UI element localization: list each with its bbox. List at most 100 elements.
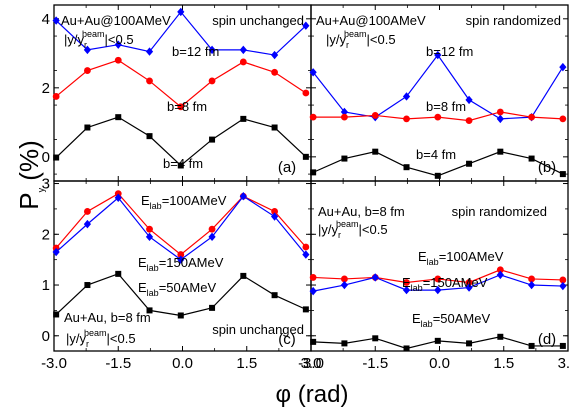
data-point-circle — [309, 274, 317, 281]
data-point-square — [434, 172, 441, 179]
data-point-square — [53, 311, 60, 318]
series-label-sub: lab — [147, 288, 159, 298]
mode-label: spin randomized — [452, 204, 547, 219]
data-point-square — [209, 304, 216, 311]
data-point-diamond — [145, 47, 154, 56]
cut-text: |<0.5 — [107, 331, 136, 346]
x-tick-label: 0.0 — [429, 355, 450, 372]
series-label-text: =150AMeV — [423, 275, 488, 290]
data-point-diamond — [145, 232, 154, 242]
x-tick-label: 1.5 — [493, 355, 514, 372]
data-point-diamond — [340, 280, 349, 290]
rapidity-cut-label: |y/yrbeam|<0.5 — [66, 328, 136, 349]
data-point-circle — [146, 77, 153, 85]
x-tick-label: 3.0 — [558, 355, 569, 372]
data-point-square — [372, 335, 379, 342]
cut-text: |y/y — [318, 222, 338, 237]
panel-b: b=12 fm b=8 fm b=4 fm Au+Au@100AMeV spin ran… — [309, 4, 569, 182]
data-point-diamond — [52, 16, 60, 25]
data-point-diamond — [465, 95, 473, 105]
data-point-square — [403, 164, 410, 171]
x-tick-label: -1.5 — [362, 355, 388, 372]
data-point-circle — [177, 103, 185, 111]
series-label-text: E — [402, 275, 411, 290]
data-point-diamond — [114, 193, 122, 202]
data-point-diamond — [83, 45, 92, 55]
data-point-circle — [309, 113, 317, 121]
series-label-sub: lab — [427, 257, 439, 267]
data-point-circle — [434, 113, 442, 121]
data-point-square — [146, 307, 153, 314]
x-axis-label: φ (rad) — [276, 381, 349, 408]
panel-letter: (a) — [278, 159, 296, 176]
data-point-circle — [559, 276, 567, 284]
data-point-square — [302, 306, 309, 313]
data-point-diamond — [527, 280, 536, 290]
data-point-circle — [434, 275, 442, 283]
data-point-square — [341, 340, 348, 347]
data-point-diamond — [402, 285, 411, 295]
panels: 0 2 4 b=12 fm b=8 fm b=4 fm Au+Au@100AMeV spin … — [41, 4, 569, 372]
data-point-diamond — [302, 250, 310, 259]
y-tick-label: 3 — [42, 176, 50, 193]
data-point-square — [115, 114, 122, 121]
series-label: Elab=50AMeV — [412, 311, 490, 329]
data-point-diamond — [114, 40, 122, 49]
data-point-square — [84, 282, 91, 289]
data-point-square — [310, 169, 317, 176]
data-point-circle — [84, 67, 91, 74]
series-0 — [52, 190, 310, 258]
data-point-square — [559, 342, 566, 349]
data-point-diamond — [309, 68, 317, 77]
panel-letter: (d) — [538, 331, 556, 348]
data-point-square — [341, 155, 348, 162]
data-point-circle — [302, 89, 310, 97]
data-point-diamond — [434, 285, 442, 295]
data-point-diamond — [302, 21, 310, 30]
series-2 — [53, 270, 309, 319]
data-point-circle — [52, 93, 60, 100]
data-point-square — [240, 272, 247, 279]
mode-label: spin unchanged — [212, 322, 304, 337]
data-point-diamond — [309, 286, 317, 296]
data-point-circle — [208, 225, 216, 233]
series-1 — [52, 192, 310, 264]
data-point-diamond — [402, 92, 411, 101]
cut-text: |<0.5 — [105, 32, 134, 47]
data-point-square — [310, 338, 317, 345]
system-label: Au+Au, b=8 fm — [64, 310, 151, 325]
series-label: Elab=50AMeV — [138, 280, 216, 298]
series-0 — [52, 7, 310, 60]
data-point-diamond — [177, 7, 185, 17]
data-point-diamond — [52, 247, 60, 257]
data-point-diamond — [208, 45, 216, 55]
y-tick-label: 4 — [42, 11, 50, 28]
data-point-square — [115, 270, 122, 277]
cut-sup: beam — [84, 328, 107, 338]
cut-sup: beam — [336, 219, 359, 229]
panel-d: -3.0-1.50.01.53.0Elab=100AMeVElab=150AMe… — [298, 180, 569, 372]
data-point-square — [209, 136, 216, 143]
cut-sub: r — [86, 339, 89, 349]
system-label: Au+Au@100AMeV — [61, 13, 171, 28]
rapidity-cut-label: |y/yrbeam|<0.5 — [64, 29, 134, 50]
data-point-circle — [114, 56, 122, 64]
rapidity-cut-label: |y/yrbeam|<0.5 — [318, 219, 388, 240]
series-label-sub: lab — [147, 263, 159, 273]
data-point-diamond — [239, 45, 247, 55]
data-point-square — [403, 345, 410, 352]
data-point-circle — [84, 208, 91, 215]
data-point-circle — [528, 275, 535, 283]
series-label-sub: lab — [421, 319, 433, 329]
series-label: Elab=100AMeV — [141, 193, 227, 211]
data-point-circle — [208, 77, 216, 85]
series-2 — [53, 114, 309, 169]
series-2 — [310, 148, 566, 179]
series-label: b=8 fm — [167, 99, 207, 114]
data-point-square — [372, 148, 379, 155]
y-tick-label: 1 — [42, 277, 50, 294]
y-tick-label: 0 — [42, 328, 50, 345]
data-point-diamond — [559, 281, 567, 291]
mode-label: spin unchanged — [212, 13, 304, 28]
